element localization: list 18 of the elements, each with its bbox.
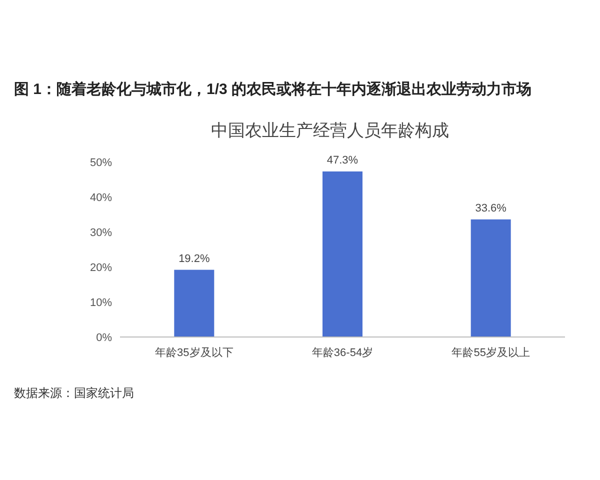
y-tick-label: 10% (90, 297, 112, 309)
x-tick-label: 年龄35岁及以下 (155, 346, 234, 359)
data-label: 47.3% (326, 154, 358, 166)
x-tick-label: 年龄36-54岁 (312, 347, 374, 359)
y-tick-label: 0% (96, 332, 112, 344)
data-label: 33.6% (475, 202, 507, 214)
bar (322, 171, 362, 337)
y-tick-label: 30% (90, 227, 112, 239)
y-tick-label: 50% (90, 157, 112, 169)
y-tick-label: 20% (90, 262, 112, 274)
x-tick-label: 年龄55岁及以上 (452, 346, 530, 359)
chart-subtitle: 中国农业生产经营人员年龄构成 (211, 121, 449, 140)
data-label: 19.2% (178, 252, 210, 265)
chart-title: 图 1：随着老龄化与城市化，1/3 的农民或将在十年内逐渐退出农业劳动力市场 (14, 80, 532, 98)
bar (470, 219, 511, 337)
y-tick-label: 40% (90, 192, 112, 204)
source-note: 数据来源：国家统计局 (14, 386, 134, 400)
bar (174, 270, 214, 337)
